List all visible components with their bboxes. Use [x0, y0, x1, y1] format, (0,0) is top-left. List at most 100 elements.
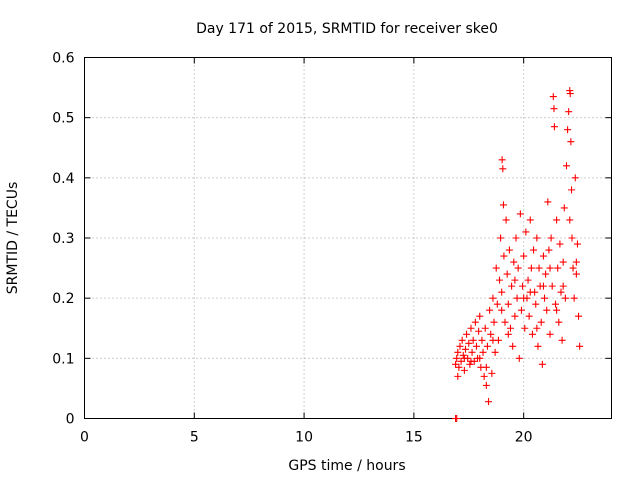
data-point — [472, 342, 480, 350]
data-point — [467, 357, 475, 365]
data-point — [455, 363, 463, 371]
data-point — [498, 288, 506, 296]
data-point — [452, 360, 460, 368]
data-point — [537, 318, 545, 326]
data-point — [504, 330, 512, 338]
y-tick-label: 0.2 — [52, 291, 74, 307]
data-point — [561, 294, 569, 302]
data-point — [565, 108, 573, 116]
data-point — [559, 282, 567, 290]
data-point — [533, 234, 541, 242]
grid — [84, 57, 612, 419]
data-point — [555, 318, 563, 326]
data-point — [530, 246, 538, 254]
data-point — [544, 198, 552, 206]
data-point — [463, 330, 471, 338]
data-point — [567, 138, 575, 146]
data-point — [514, 264, 522, 272]
y-tick-label: 0 — [66, 412, 75, 428]
data-point — [568, 186, 576, 194]
data-point — [541, 294, 549, 302]
data-point — [459, 351, 467, 359]
data-point — [559, 258, 567, 266]
data-point — [520, 294, 528, 302]
data-point — [488, 369, 496, 377]
data-point — [510, 258, 518, 266]
data-point — [573, 240, 581, 248]
data-point — [547, 234, 555, 242]
data-point — [546, 330, 554, 338]
data-point — [506, 324, 514, 332]
y-tick-label: 0.4 — [52, 171, 74, 187]
data-point — [489, 294, 497, 302]
data-point — [572, 270, 580, 278]
x-tick-label: 0 — [80, 430, 89, 446]
data-point — [533, 324, 541, 332]
x-tick-label: 15 — [405, 430, 423, 446]
data-point — [511, 312, 519, 320]
data-point — [534, 342, 542, 350]
data-point — [460, 354, 468, 362]
data-point — [549, 93, 557, 101]
data-point — [543, 306, 551, 314]
data-point — [490, 318, 498, 326]
plot-frame — [84, 57, 612, 419]
data-point — [500, 252, 508, 260]
data-point — [476, 312, 484, 320]
data-point — [520, 252, 528, 260]
data-point — [492, 264, 500, 272]
data-point — [460, 366, 468, 374]
data-point — [521, 324, 529, 332]
data-point — [556, 240, 564, 248]
y-tick-label: 0.3 — [52, 231, 74, 247]
data-point — [489, 336, 497, 344]
data-point — [550, 105, 558, 113]
data-point — [466, 360, 474, 368]
data-point — [576, 342, 584, 350]
data-point — [562, 162, 570, 170]
data-point — [505, 246, 513, 254]
data-point — [550, 123, 558, 131]
data-point — [539, 252, 547, 260]
data-point — [546, 264, 554, 272]
data-point — [512, 234, 520, 242]
data-point — [558, 336, 566, 344]
data-point — [487, 330, 495, 338]
data-point — [545, 246, 553, 254]
data-point — [479, 348, 487, 356]
data-point — [566, 216, 574, 224]
data-point — [539, 282, 547, 290]
data-point — [496, 276, 504, 284]
data-point — [557, 288, 565, 296]
data-point — [482, 363, 490, 371]
data-point — [553, 216, 561, 224]
x-axis-label: GPS time / hours — [288, 458, 405, 474]
data-point — [478, 336, 486, 344]
data-point — [509, 342, 517, 350]
data-point — [538, 360, 546, 368]
y-axis-label: SRMTID / TECUs — [5, 182, 21, 295]
data-point — [498, 156, 506, 164]
data-point — [482, 381, 490, 389]
data-point — [516, 210, 524, 218]
data-point — [503, 270, 511, 278]
data-point — [493, 300, 501, 308]
data-point — [453, 354, 461, 362]
data-point — [453, 415, 461, 422]
data-point — [502, 216, 510, 224]
data-point — [527, 264, 535, 272]
data-point — [564, 126, 572, 134]
data-point — [553, 306, 561, 314]
data-point — [498, 306, 506, 314]
data-point — [568, 234, 576, 242]
data-point — [483, 342, 491, 350]
data-point — [481, 324, 489, 332]
data-point — [504, 300, 512, 308]
data-point — [515, 354, 523, 362]
data-point — [454, 348, 462, 356]
data-point — [560, 204, 568, 212]
data-point — [476, 354, 484, 362]
data-point — [526, 288, 534, 296]
data-point — [491, 348, 499, 356]
